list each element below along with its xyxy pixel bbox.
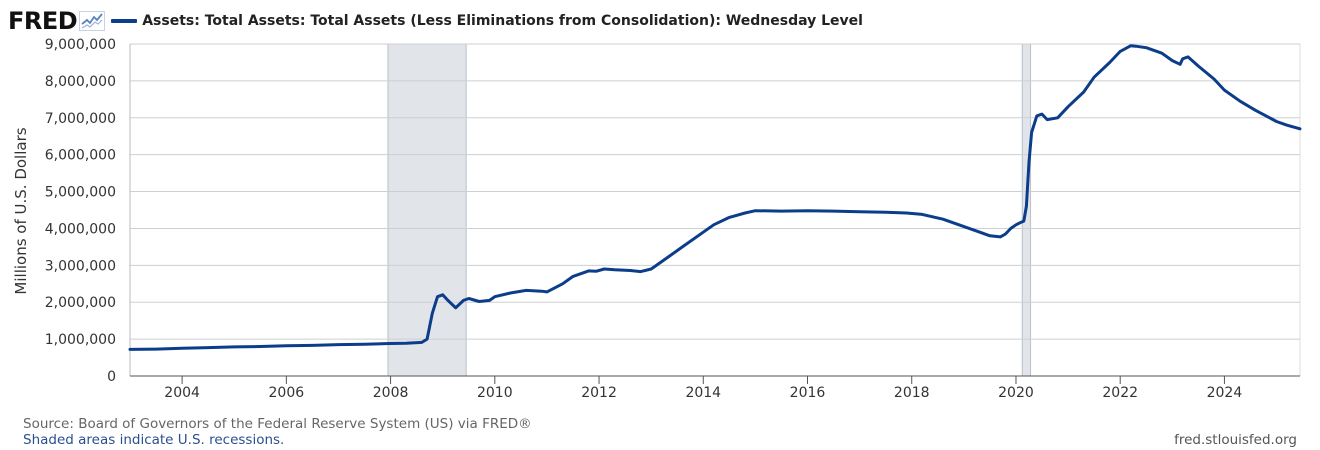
- x-tick-label: 2018: [894, 385, 930, 401]
- x-tick-label: 2024: [1207, 385, 1243, 401]
- recession-note: Shaded areas indicate U.S. recessions.: [23, 432, 285, 448]
- x-tick-label: 2010: [477, 385, 513, 401]
- y-tick-label: 0: [107, 369, 116, 385]
- x-tick-label: 2012: [581, 385, 617, 401]
- fred-logo[interactable]: FRED: [8, 7, 78, 35]
- y-tick-label: 3,000,000: [45, 258, 116, 274]
- x-axis-ticks: 2004 2006 2008 2010 2012 2014 2016 2018 2020 2022…: [164, 376, 1242, 401]
- y-axis-ticks: 0 1,000,000 2,000,000 3,000,000 4,000,000 5,0…: [45, 37, 116, 385]
- chart-legend: Assets: Total Assets: Total Assets (Less…: [111, 13, 863, 29]
- y-tick-label: 8,000,000: [45, 74, 116, 90]
- series-line-total-assets: [128, 44, 1302, 351]
- x-tick-label: 2014: [685, 385, 721, 401]
- site-link[interactable]: fred.stlouisfed.org: [1174, 432, 1297, 448]
- legend-label: Assets: Total Assets: Total Assets (Less…: [142, 13, 863, 29]
- x-tick-label: 2020: [998, 385, 1034, 401]
- y-tick-label: 6,000,000: [45, 148, 116, 164]
- y-tick-label: 7,000,000: [45, 111, 116, 127]
- y-tick-label: 5,000,000: [45, 185, 116, 201]
- x-tick-label: 2006: [269, 385, 305, 401]
- recession-band: [387, 43, 467, 377]
- y-tick-label: 9,000,000: [45, 37, 116, 53]
- gridlines: [129, 43, 1301, 377]
- chart-header: FRED Assets: Total Assets: Total Assets …: [8, 6, 863, 36]
- y-tick-label: 4,000,000: [45, 221, 116, 237]
- x-tick-label: 2004: [164, 385, 200, 401]
- y-axis-label: Millions of U.S. Dollars: [12, 127, 30, 294]
- line-chart-icon: [79, 11, 106, 31]
- recession-bands: [387, 43, 1032, 377]
- legend-swatch: [111, 19, 138, 23]
- series-layer: [128, 44, 1302, 351]
- x-tick-label: 2008: [373, 385, 409, 401]
- y-tick-label: 2,000,000: [45, 295, 116, 311]
- source-note: Source: Board of Governors of the Federa…: [23, 416, 532, 432]
- line-chart: 0 1,000,000 2,000,000 3,000,000 4,000,000 5,0…: [12, 37, 1302, 401]
- y-tick-label: 1,000,000: [45, 332, 116, 348]
- x-tick-label: 2016: [790, 385, 826, 401]
- chart-footer: Source: Board of Governors of the Federa…: [23, 416, 532, 448]
- x-tick-label: 2022: [1102, 385, 1138, 401]
